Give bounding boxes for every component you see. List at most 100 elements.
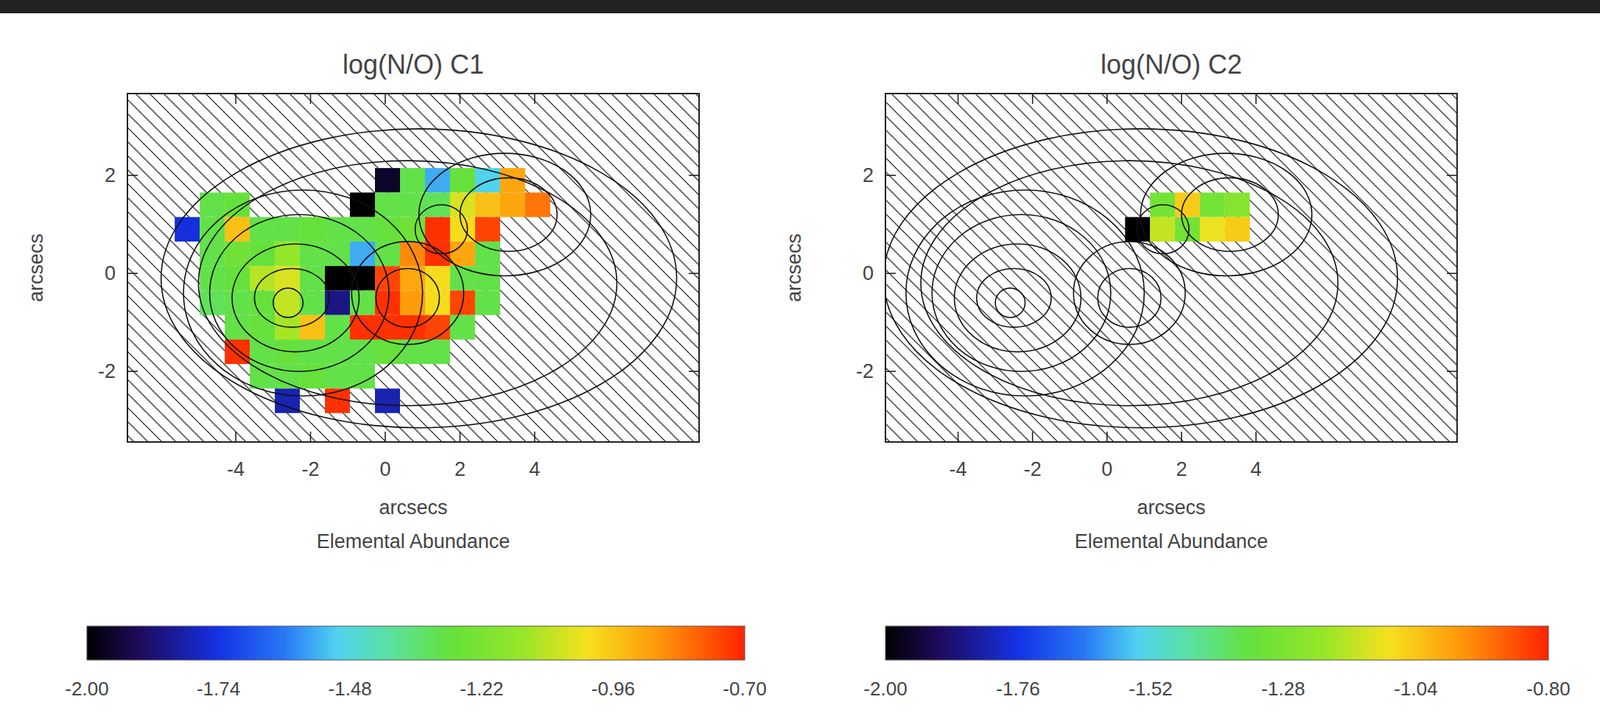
flux-contour <box>920 160 1338 406</box>
flux-contour <box>273 288 304 318</box>
flux-contour <box>209 214 389 372</box>
abundance-cell <box>324 315 350 340</box>
abundance-cell <box>450 265 476 291</box>
x-axis-title: arcsecs <box>378 496 448 519</box>
flux-contour <box>1181 177 1279 252</box>
colorbar-tick-label: -0.96 <box>591 677 635 700</box>
mask-hatching <box>885 93 1458 442</box>
flux-contour <box>419 153 591 276</box>
x-tick <box>534 93 536 104</box>
abundance-cell <box>374 315 400 340</box>
flux-contour <box>254 268 329 328</box>
x-tick <box>310 93 312 104</box>
abundance-cell <box>475 192 501 217</box>
abundance-cell <box>274 290 300 315</box>
colorbar-tick-label: -1.28 <box>1261 677 1305 700</box>
caption: Elemental Abundance <box>1074 530 1269 553</box>
flux-contour <box>906 190 1145 396</box>
abundance-cell <box>1225 217 1251 242</box>
x-tick-label: -4 <box>226 458 245 481</box>
x-tick <box>1180 431 1183 442</box>
y-tick <box>127 174 138 177</box>
y-tick <box>1446 370 1458 373</box>
abundance-cell <box>374 388 400 413</box>
abundance-cell <box>425 167 451 193</box>
flux-contour <box>232 243 359 352</box>
x-tick <box>459 431 462 442</box>
x-tick <box>384 431 387 442</box>
x-tick <box>1255 93 1257 104</box>
flux-contour <box>415 204 468 255</box>
x-tick <box>459 93 462 104</box>
abundance-cell <box>450 167 476 193</box>
y-tick <box>688 370 700 373</box>
abundance-cell <box>450 241 476 266</box>
colorbar-tick-label: -0.70 <box>722 677 767 700</box>
flux-contour <box>198 160 617 406</box>
y-tick <box>688 174 700 177</box>
x-tick <box>1180 93 1183 104</box>
plot-frame <box>127 93 700 442</box>
y-tick-label: 2 <box>862 164 874 187</box>
y-tick-label: -2 <box>855 360 874 383</box>
plot-background <box>885 93 1458 442</box>
abundance-cell <box>249 265 275 291</box>
x-tick <box>1106 93 1108 104</box>
y-tick <box>885 272 896 275</box>
flux-contour <box>351 241 464 345</box>
colorbar-tick-label: -1.48 <box>328 677 373 700</box>
abundance-cell <box>1200 217 1226 242</box>
plot-area <box>885 93 1458 442</box>
flux-contour <box>1097 268 1161 328</box>
x-tick-label: 2 <box>454 458 466 481</box>
x-tick <box>234 93 237 104</box>
x-tick <box>957 431 960 442</box>
flux-contour <box>459 177 557 252</box>
abundance-cell <box>324 363 350 389</box>
y-tick-label: 0 <box>862 262 874 285</box>
abundance-cell <box>374 167 400 193</box>
abundance-cell <box>224 265 250 291</box>
x-tick-label: 4 <box>1250 458 1262 481</box>
flux-contour <box>931 214 1111 372</box>
abundance-cell <box>299 315 325 340</box>
plot-frame <box>885 93 1458 442</box>
abundance-cell <box>274 363 300 389</box>
colorbar-tick-label: -1.22 <box>459 677 504 700</box>
abundance-cell <box>425 315 451 340</box>
abundance-cell <box>249 241 275 266</box>
abundance-cell <box>349 339 375 364</box>
x-tick <box>1032 93 1034 104</box>
abundance-cell <box>450 192 476 217</box>
x-tick-label: 4 <box>528 458 540 481</box>
abundance-cell <box>274 217 300 242</box>
y-tick <box>127 370 138 373</box>
x-tick-label: 2 <box>1175 458 1187 481</box>
colorbar-tick-label: -0.80 <box>1526 677 1570 700</box>
abundance-cell <box>525 192 551 217</box>
x-tick-label: -4 <box>949 458 968 481</box>
flux-contour <box>954 243 1082 352</box>
plot-background <box>127 93 700 442</box>
colorbar-tick-label: -1.04 <box>1393 677 1438 700</box>
y-tick <box>885 370 896 373</box>
y-tick <box>1446 174 1458 177</box>
mask-hatching <box>127 93 700 442</box>
x-tick-label: -2 <box>302 458 320 481</box>
colorbar-tick-label: -1.74 <box>196 677 241 700</box>
y-axis-title: arcsecs <box>25 233 48 303</box>
abundance-cell <box>249 217 275 242</box>
abundance-cell <box>1149 217 1175 242</box>
abundance-cell <box>1225 192 1251 217</box>
y-tick-label: 2 <box>104 164 116 187</box>
flux-contour <box>1073 241 1186 345</box>
y-tick-label: -2 <box>97 360 116 383</box>
abundance-cell <box>324 241 350 266</box>
colorbar-tick-label: -1.76 <box>995 677 1040 700</box>
flux-contour <box>183 190 423 396</box>
x-tick-label: 0 <box>1101 458 1113 481</box>
x-tick <box>1255 431 1257 442</box>
abundance-cell <box>425 217 451 242</box>
x-tick-label: 0 <box>379 458 391 481</box>
abundance-cell <box>199 265 225 291</box>
